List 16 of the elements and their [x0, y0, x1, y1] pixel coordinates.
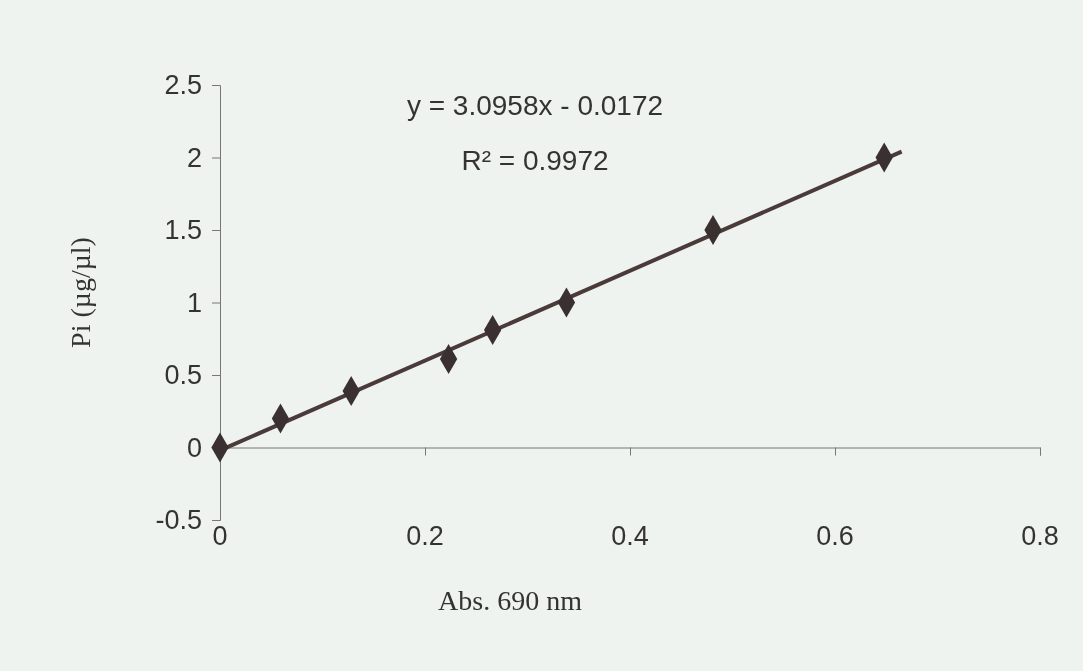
annotation: R² = 0.9972 — [461, 145, 609, 176]
x-tick-label: 0.2 — [406, 521, 444, 551]
x-tick-label: 0 — [212, 521, 228, 551]
y-tick-label: 0.5 — [164, 360, 202, 391]
y-tick-label: 1 — [186, 287, 202, 318]
y-tick-label: 2.5 — [164, 70, 202, 101]
y-tick-label: -0.5 — [155, 505, 202, 536]
y-axis-title: Pi (µg/µl) — [65, 237, 96, 348]
x-tick-label: 0.4 — [611, 521, 649, 551]
x-tick-label: 0.6 — [816, 521, 854, 551]
x-axis-title: Abs. 690 nm — [438, 585, 583, 616]
x-tick-label: 0.8 — [1021, 521, 1059, 551]
y-tick-label: 1.5 — [164, 215, 202, 246]
annotation: y = 3.0958x - 0.0172 — [406, 90, 664, 121]
y-tick-label: 0 — [186, 432, 202, 463]
y-tick-label: 2 — [186, 142, 202, 173]
